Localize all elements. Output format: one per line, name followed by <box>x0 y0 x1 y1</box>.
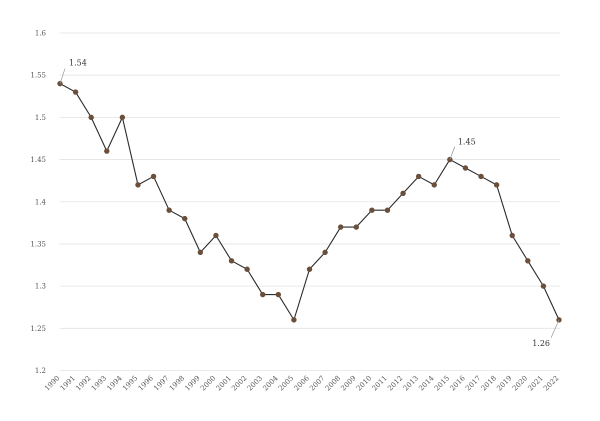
data-point <box>322 249 328 256</box>
x-tick-label: 2005 <box>277 374 295 392</box>
data-point <box>353 224 359 230</box>
data-point <box>400 190 406 197</box>
y-tick-label: 1.2 <box>35 367 46 375</box>
data-label: 1.45 <box>458 138 476 147</box>
data-point <box>493 182 500 188</box>
data-point <box>384 207 391 213</box>
x-tick-label: 1997 <box>152 374 170 392</box>
y-tick-label: 1.45 <box>30 156 46 164</box>
data-point <box>213 232 219 239</box>
y-tick-label: 1.25 <box>30 325 46 333</box>
x-tick-label: 2003 <box>246 374 264 392</box>
data-label: 1.26 <box>532 339 550 348</box>
data-point <box>135 182 141 188</box>
x-tick-label: 1995 <box>121 374 139 392</box>
y-tick-label: 1.4 <box>35 198 47 206</box>
x-tick-label: 2007 <box>308 374 326 392</box>
data-point <box>182 215 188 222</box>
y-tick-label: 1.35 <box>30 240 46 248</box>
x-tick-label: 2012 <box>386 374 404 392</box>
x-tick-label: 2008 <box>324 374 342 392</box>
data-point <box>119 114 126 121</box>
y-tick-label: 1.55 <box>30 72 46 80</box>
data-point <box>369 207 375 213</box>
x-tick-label: 2018 <box>480 374 498 392</box>
x-tick-label: 1994 <box>106 374 125 393</box>
x-tick-label: 1996 <box>137 374 156 393</box>
data-point-markers <box>57 80 562 323</box>
y-tick-label: 1.3 <box>35 283 46 291</box>
data-point <box>291 317 297 323</box>
annotation-leader-line <box>449 146 456 160</box>
x-tick-label: 2021 <box>527 374 545 392</box>
data-point <box>509 232 515 239</box>
annotation-leader-line <box>59 68 66 84</box>
data-point <box>462 165 469 171</box>
data-label: 1.54 <box>69 59 87 68</box>
data-label-annotations: 1.54 1.45 1.26 <box>59 59 560 348</box>
x-tick-label: 2002 <box>230 374 248 392</box>
x-tick-label: 2014 <box>417 374 436 393</box>
y-tick-label: 1.5 <box>35 114 46 122</box>
x-tick-label: 2000 <box>199 374 217 392</box>
data-point <box>166 207 172 213</box>
x-tick-label: 1998 <box>168 374 186 392</box>
x-tick-label: 2001 <box>215 374 233 392</box>
x-tick-label: 1999 <box>183 374 201 392</box>
data-point <box>260 291 266 298</box>
x-tick-label: 2009 <box>339 374 357 392</box>
y-tick-label: 1.6 <box>35 30 47 38</box>
x-tick-label: 1990 <box>43 374 61 392</box>
x-tick-label: 2016 <box>449 374 468 393</box>
x-tick-label: 2015 <box>433 374 451 392</box>
data-point <box>228 258 235 264</box>
x-axis-tick-labels: 1990199119921993199419951996199719981999… <box>43 374 560 393</box>
x-tick-label: 2017 <box>464 374 482 392</box>
x-tick-label: 1991 <box>59 374 77 392</box>
data-point <box>197 249 204 256</box>
annotation-leader-line <box>550 319 560 339</box>
x-tick-label: 2010 <box>355 374 373 392</box>
data-point <box>478 173 484 180</box>
data-point <box>306 266 313 272</box>
y-axis-tick-labels: 1.2 1.25 1.3 1.35 1.4 1.45 1.5 1.55 1.6 <box>30 30 46 376</box>
data-point <box>275 291 282 298</box>
x-tick-label: 2013 <box>402 374 420 392</box>
data-point <box>415 173 422 180</box>
data-point <box>150 173 157 180</box>
data-point <box>72 89 79 95</box>
gridlines <box>59 32 560 371</box>
x-tick-label: 1992 <box>74 374 92 392</box>
data-point <box>540 283 547 289</box>
data-point <box>244 266 250 272</box>
x-tick-label: 2020 <box>511 374 529 392</box>
x-tick-label: 2022 <box>542 374 560 392</box>
x-tick-label: 2019 <box>495 374 513 392</box>
data-point <box>525 258 531 264</box>
data-point <box>337 224 344 230</box>
x-tick-label: 1993 <box>90 374 108 392</box>
data-point <box>88 114 94 121</box>
data-point <box>104 148 110 154</box>
x-tick-label: 2006 <box>293 374 312 393</box>
data-point <box>431 182 437 188</box>
x-tick-label: 2011 <box>371 374 389 392</box>
x-tick-label: 2004 <box>261 374 280 393</box>
